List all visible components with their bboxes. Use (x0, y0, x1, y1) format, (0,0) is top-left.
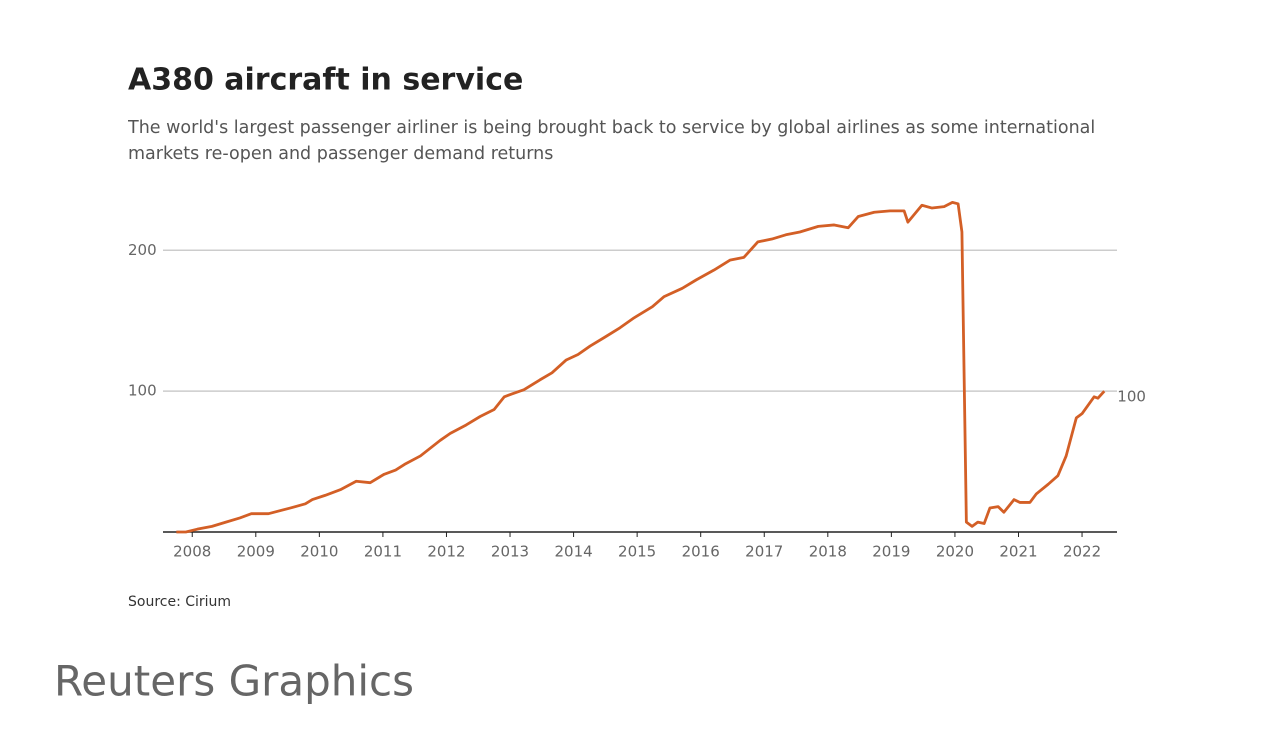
x-tick-label: 2014 (554, 543, 592, 561)
x-tick-label: 2016 (682, 543, 720, 561)
x-tick-label: 2020 (936, 543, 974, 561)
chart-title: A380 aircraft in service (128, 63, 523, 98)
x-tick-label: 2018 (809, 543, 847, 561)
y-tick-label: 200 (128, 241, 157, 259)
x-tick-label: 2017 (745, 543, 783, 561)
credit: Reuters Graphics (54, 657, 414, 706)
end-label: 100 (1117, 388, 1146, 406)
x-tick-label: 2010 (300, 543, 338, 561)
data-line (176, 201, 1106, 534)
x-tick-label: 2013 (491, 543, 529, 561)
x-tick-label: 2011 (364, 543, 402, 561)
source: Source: Cirium (128, 594, 231, 610)
subtitle-box: The world's largest passenger airliner i… (128, 118, 1096, 164)
x-tick-label: 2022 (1063, 543, 1101, 561)
chart-subtitle: The world's largest passenger airliner i… (128, 118, 1096, 164)
x-tick-label: 2021 (999, 543, 1037, 561)
x-tick-label: 2008 (173, 543, 211, 561)
y-tick-label: 100 (128, 382, 157, 400)
x-tick-label: 2009 (237, 543, 275, 561)
x-tick-label: 2019 (872, 543, 910, 561)
x-tick-label: 2015 (618, 543, 656, 561)
x-tick-label: 2012 (427, 543, 465, 561)
